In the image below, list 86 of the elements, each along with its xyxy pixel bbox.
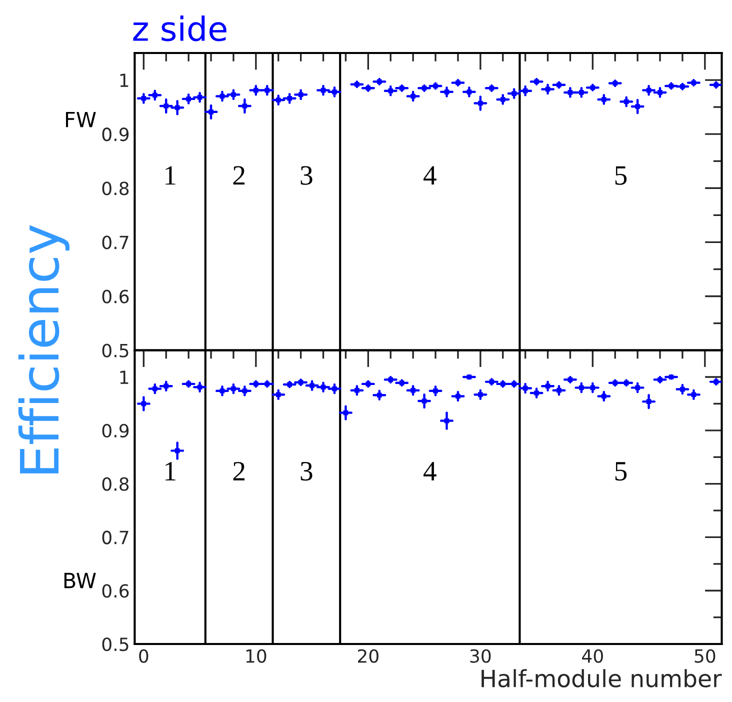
- point: [174, 105, 180, 110]
- x-tick-label: 0: [139, 649, 148, 663]
- annotation: 1: [166, 462, 176, 480]
- annotation: 5: [615, 166, 627, 185]
- point: [422, 398, 427, 404]
- point: [545, 384, 550, 388]
- x-tick-label: 40: [582, 649, 603, 663]
- x-tick-label: 10: [246, 649, 266, 663]
- point: [534, 390, 539, 396]
- y-tick-label: 0.6: [102, 290, 129, 304]
- point: [601, 394, 606, 399]
- point: [152, 92, 158, 98]
- point: [444, 90, 450, 94]
- point: [635, 104, 640, 109]
- point: [242, 104, 248, 108]
- y-tick-label: 0.9: [102, 424, 129, 438]
- x-axis-title: Half-module number: [482, 669, 722, 688]
- point: [141, 96, 146, 101]
- text: FW: [66, 112, 96, 128]
- point: [254, 88, 258, 93]
- annotation: 2: [233, 166, 244, 185]
- y-tick-label: 0.5: [102, 637, 128, 652]
- point: [478, 100, 483, 106]
- annotation: 4: [424, 166, 436, 185]
- y-tick-label: 0.7: [102, 530, 128, 544]
- point: [220, 388, 225, 394]
- point: [231, 92, 236, 98]
- point: [332, 386, 337, 392]
- point: [601, 97, 606, 102]
- x-tick-label: 20: [358, 649, 378, 663]
- annotation: 3: [300, 462, 312, 481]
- annotation: 4: [424, 462, 436, 480]
- point: [276, 392, 281, 398]
- point: [264, 88, 270, 93]
- point: [680, 386, 685, 392]
- text: BW: [64, 572, 96, 588]
- point: [354, 388, 360, 393]
- chart-title: z side: [133, 15, 226, 42]
- point: [456, 394, 460, 399]
- x-tick-label: 50: [694, 649, 716, 663]
- y-tick-label: 0.9: [102, 128, 129, 142]
- point: [500, 97, 506, 102]
- point: [287, 96, 292, 101]
- point: [320, 384, 326, 390]
- point: [388, 88, 394, 94]
- x-tick-label: 30: [470, 649, 491, 663]
- point: [164, 384, 169, 388]
- y-tick-label: 0.7: [102, 236, 128, 250]
- y-tick-label: 0.8: [102, 182, 129, 196]
- y-tick-label: 0.8: [102, 477, 129, 491]
- point: [478, 392, 483, 398]
- point: [197, 384, 202, 390]
- point: [691, 392, 696, 398]
- point: [433, 388, 438, 394]
- y-tick-label: 1: [120, 370, 128, 384]
- point: [410, 94, 416, 99]
- point: [186, 96, 191, 102]
- y-tick-label: 1: [120, 74, 128, 87]
- point: [231, 386, 236, 392]
- point: [332, 90, 337, 94]
- point: [568, 90, 573, 95]
- point: [556, 388, 562, 393]
- point: [242, 388, 248, 394]
- point: [646, 399, 652, 404]
- point: [624, 99, 629, 104]
- y-tick-label: 0.5: [102, 344, 128, 358]
- point: [164, 104, 169, 108]
- point: [298, 92, 304, 98]
- point: [658, 90, 662, 95]
- point: [310, 383, 314, 388]
- point: [579, 385, 584, 390]
- point: [635, 385, 640, 390]
- point: [410, 388, 416, 393]
- point: [208, 110, 214, 114]
- annotation: 3: [300, 166, 312, 185]
- y-tick-label: 0.6: [102, 584, 129, 598]
- annotation: 2: [233, 462, 244, 480]
- point: [276, 98, 281, 102]
- point: [152, 386, 158, 392]
- point: [579, 90, 584, 95]
- point: [512, 91, 516, 96]
- point: [376, 392, 382, 398]
- annotation: 5: [615, 462, 627, 481]
- y-axis-title: Efficiency: [18, 225, 70, 474]
- point: [466, 90, 472, 94]
- annotation: 1: [166, 166, 176, 185]
